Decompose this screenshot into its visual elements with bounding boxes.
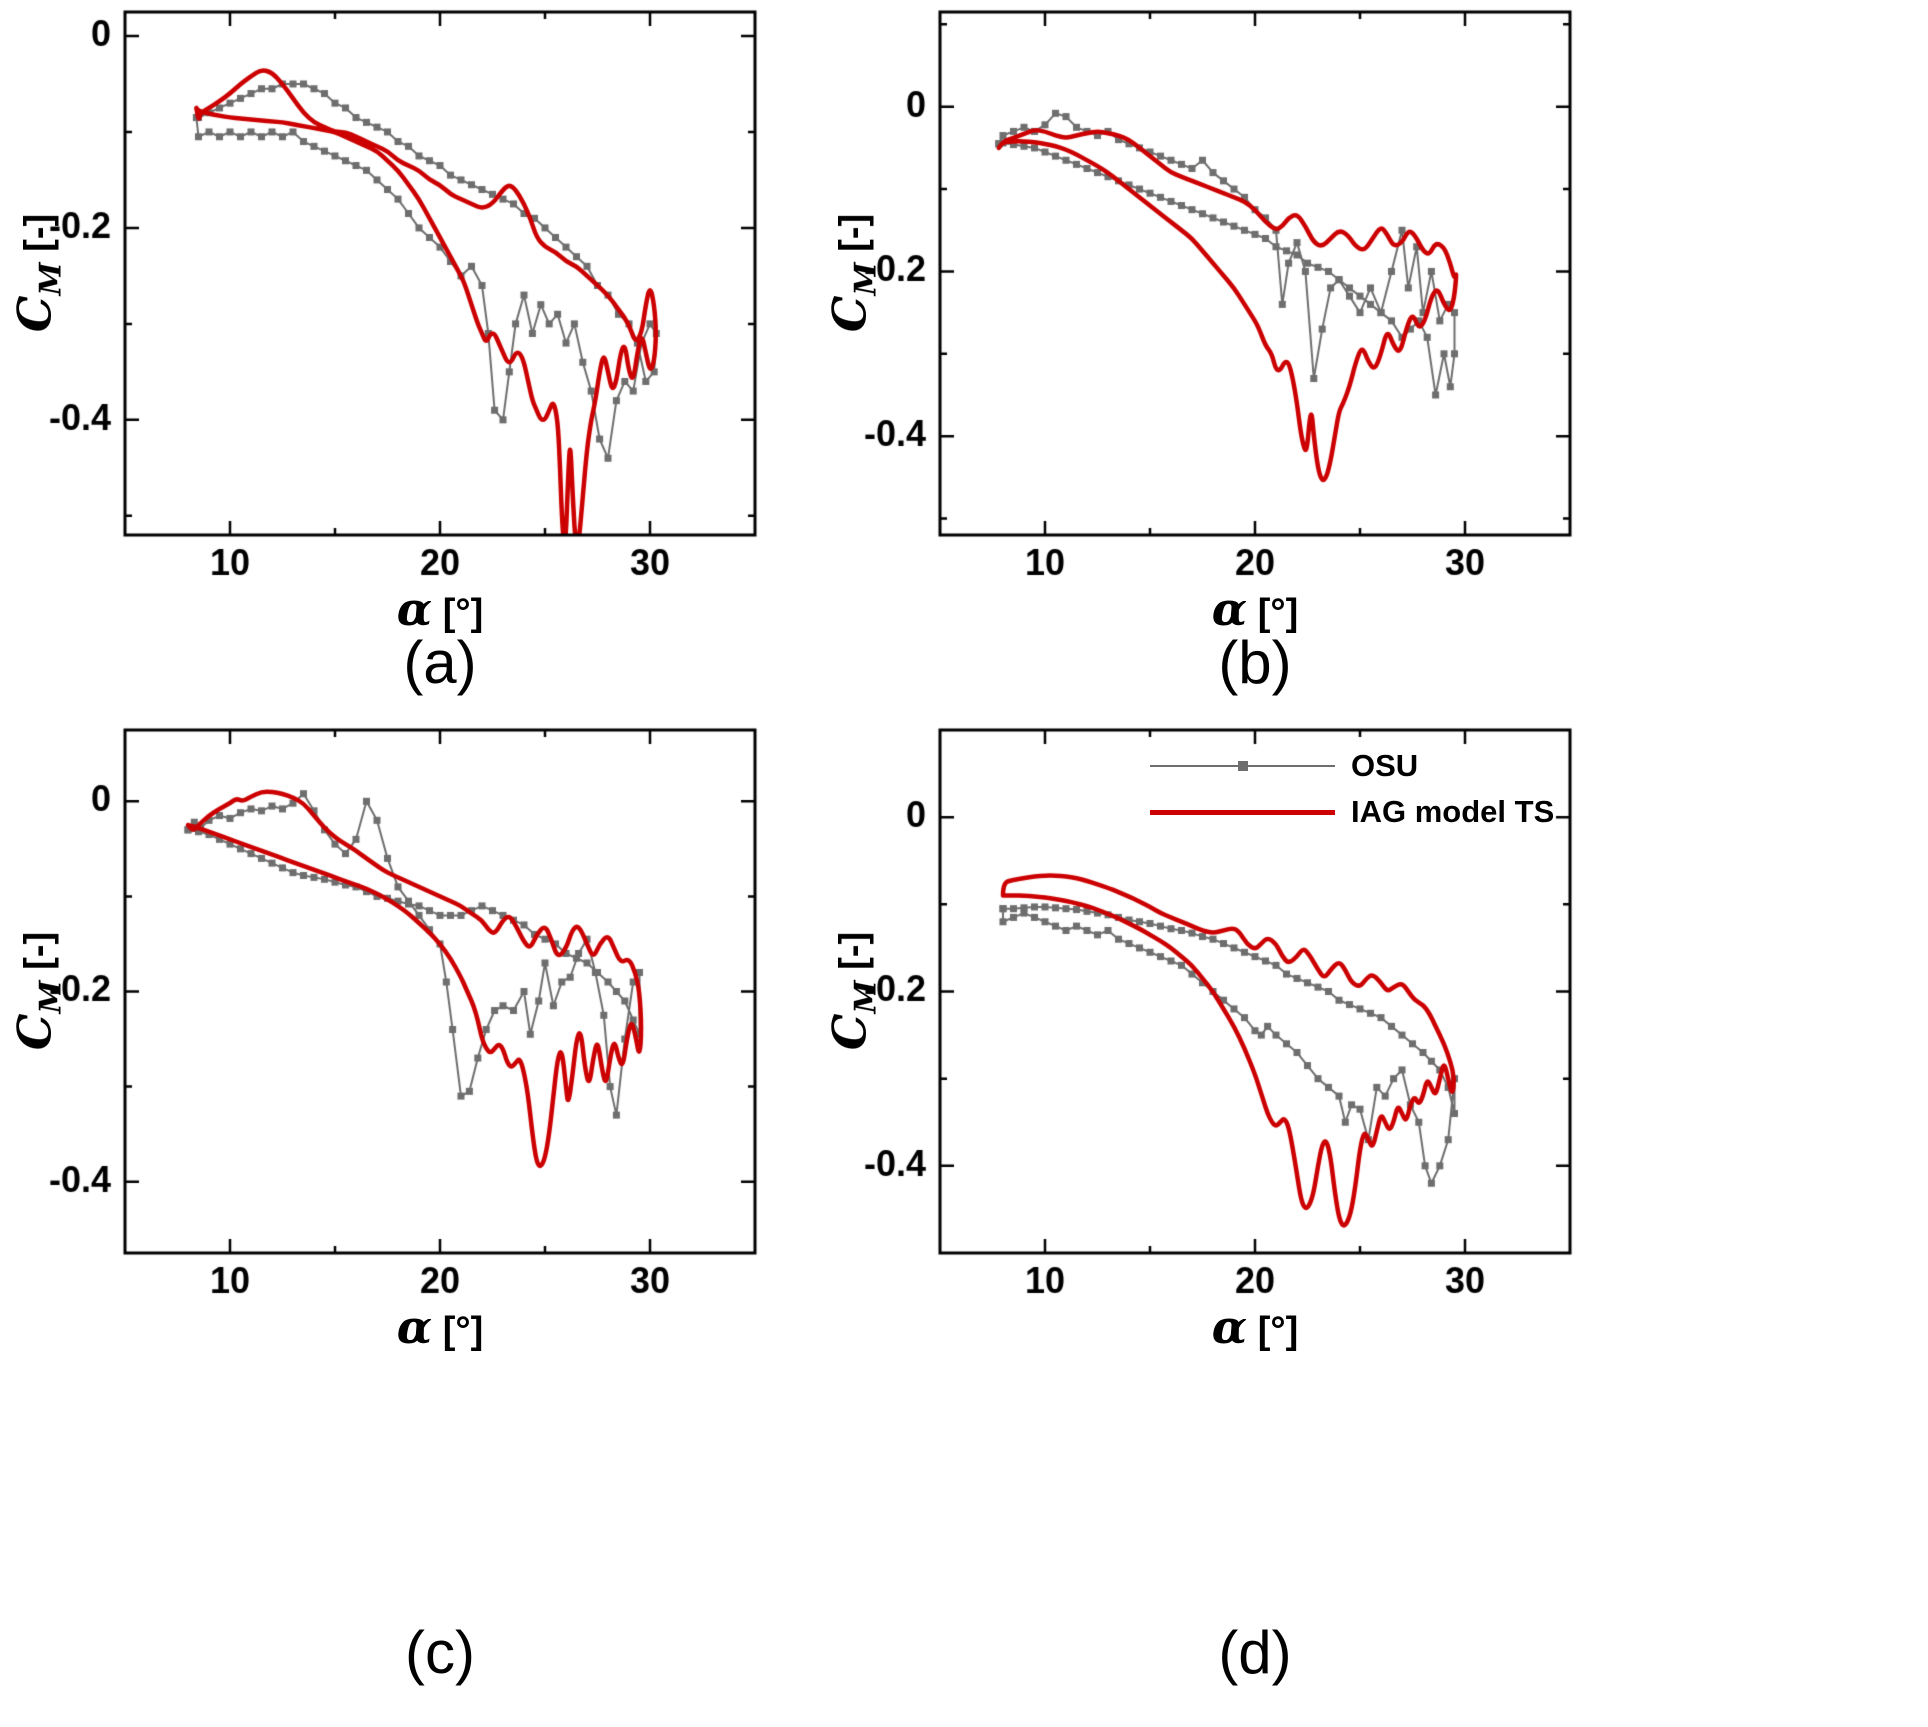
x-axis-symbol: α bbox=[1211, 1300, 1248, 1354]
y-axis-unit: [-] bbox=[17, 931, 60, 981]
y-axis-subscript: M bbox=[848, 980, 884, 1014]
chart-canvas-c bbox=[30, 718, 800, 1308]
y-axis-label-b: CM [-] bbox=[823, 214, 884, 332]
caption-d: (d) bbox=[1218, 1619, 1292, 1686]
y-axis-symbol: C bbox=[7, 295, 62, 333]
y-axis-unit: [-] bbox=[17, 213, 60, 263]
x-axis-label-c: α [°] bbox=[290, 1300, 590, 1354]
legend-row-osu: OSU bbox=[1150, 748, 1554, 784]
x-axis-symbol: α bbox=[396, 582, 433, 636]
y-axis-subscript: M bbox=[848, 262, 884, 296]
x-axis-label-d: α [°] bbox=[1105, 1300, 1405, 1354]
y-axis-label-c: CM [-] bbox=[8, 932, 69, 1050]
caption-a: (a) bbox=[403, 629, 477, 696]
y-axis-subscript: M bbox=[33, 980, 69, 1014]
y-axis-symbol: C bbox=[822, 295, 877, 333]
x-axis-label-b: α [°] bbox=[1105, 582, 1405, 636]
legend: OSU IAG model TS bbox=[1150, 748, 1554, 830]
caption-b: (b) bbox=[1218, 629, 1292, 696]
x-axis-unit: [°] bbox=[1247, 592, 1299, 634]
chart-canvas-d bbox=[845, 718, 1615, 1308]
y-axis-unit: [-] bbox=[832, 931, 875, 981]
y-axis-symbol: C bbox=[822, 1013, 877, 1051]
x-axis-label-a: α [°] bbox=[290, 582, 590, 636]
iag-line-icon bbox=[1150, 810, 1335, 815]
chart-canvas-a bbox=[30, 0, 800, 590]
x-axis-unit: [°] bbox=[432, 1310, 484, 1352]
y-axis-symbol: C bbox=[7, 1013, 62, 1051]
legend-row-iag: IAG model TS bbox=[1150, 794, 1554, 830]
x-axis-symbol: α bbox=[396, 1300, 433, 1354]
osu-square-marker-icon bbox=[1237, 761, 1248, 771]
x-axis-unit: [°] bbox=[1247, 1310, 1299, 1352]
x-axis-symbol: α bbox=[1211, 582, 1248, 636]
legend-label-osu: OSU bbox=[1351, 748, 1419, 783]
legend-label-iag: IAG model TS bbox=[1351, 794, 1555, 829]
caption-c: (c) bbox=[405, 1619, 475, 1686]
y-axis-subscript: M bbox=[33, 262, 69, 296]
chart-canvas-b bbox=[845, 0, 1615, 590]
x-axis-unit: [°] bbox=[432, 592, 484, 634]
y-axis-unit: [-] bbox=[832, 213, 875, 263]
y-axis-label-a: CM [-] bbox=[8, 214, 69, 332]
y-axis-label-d: CM [-] bbox=[823, 932, 884, 1050]
